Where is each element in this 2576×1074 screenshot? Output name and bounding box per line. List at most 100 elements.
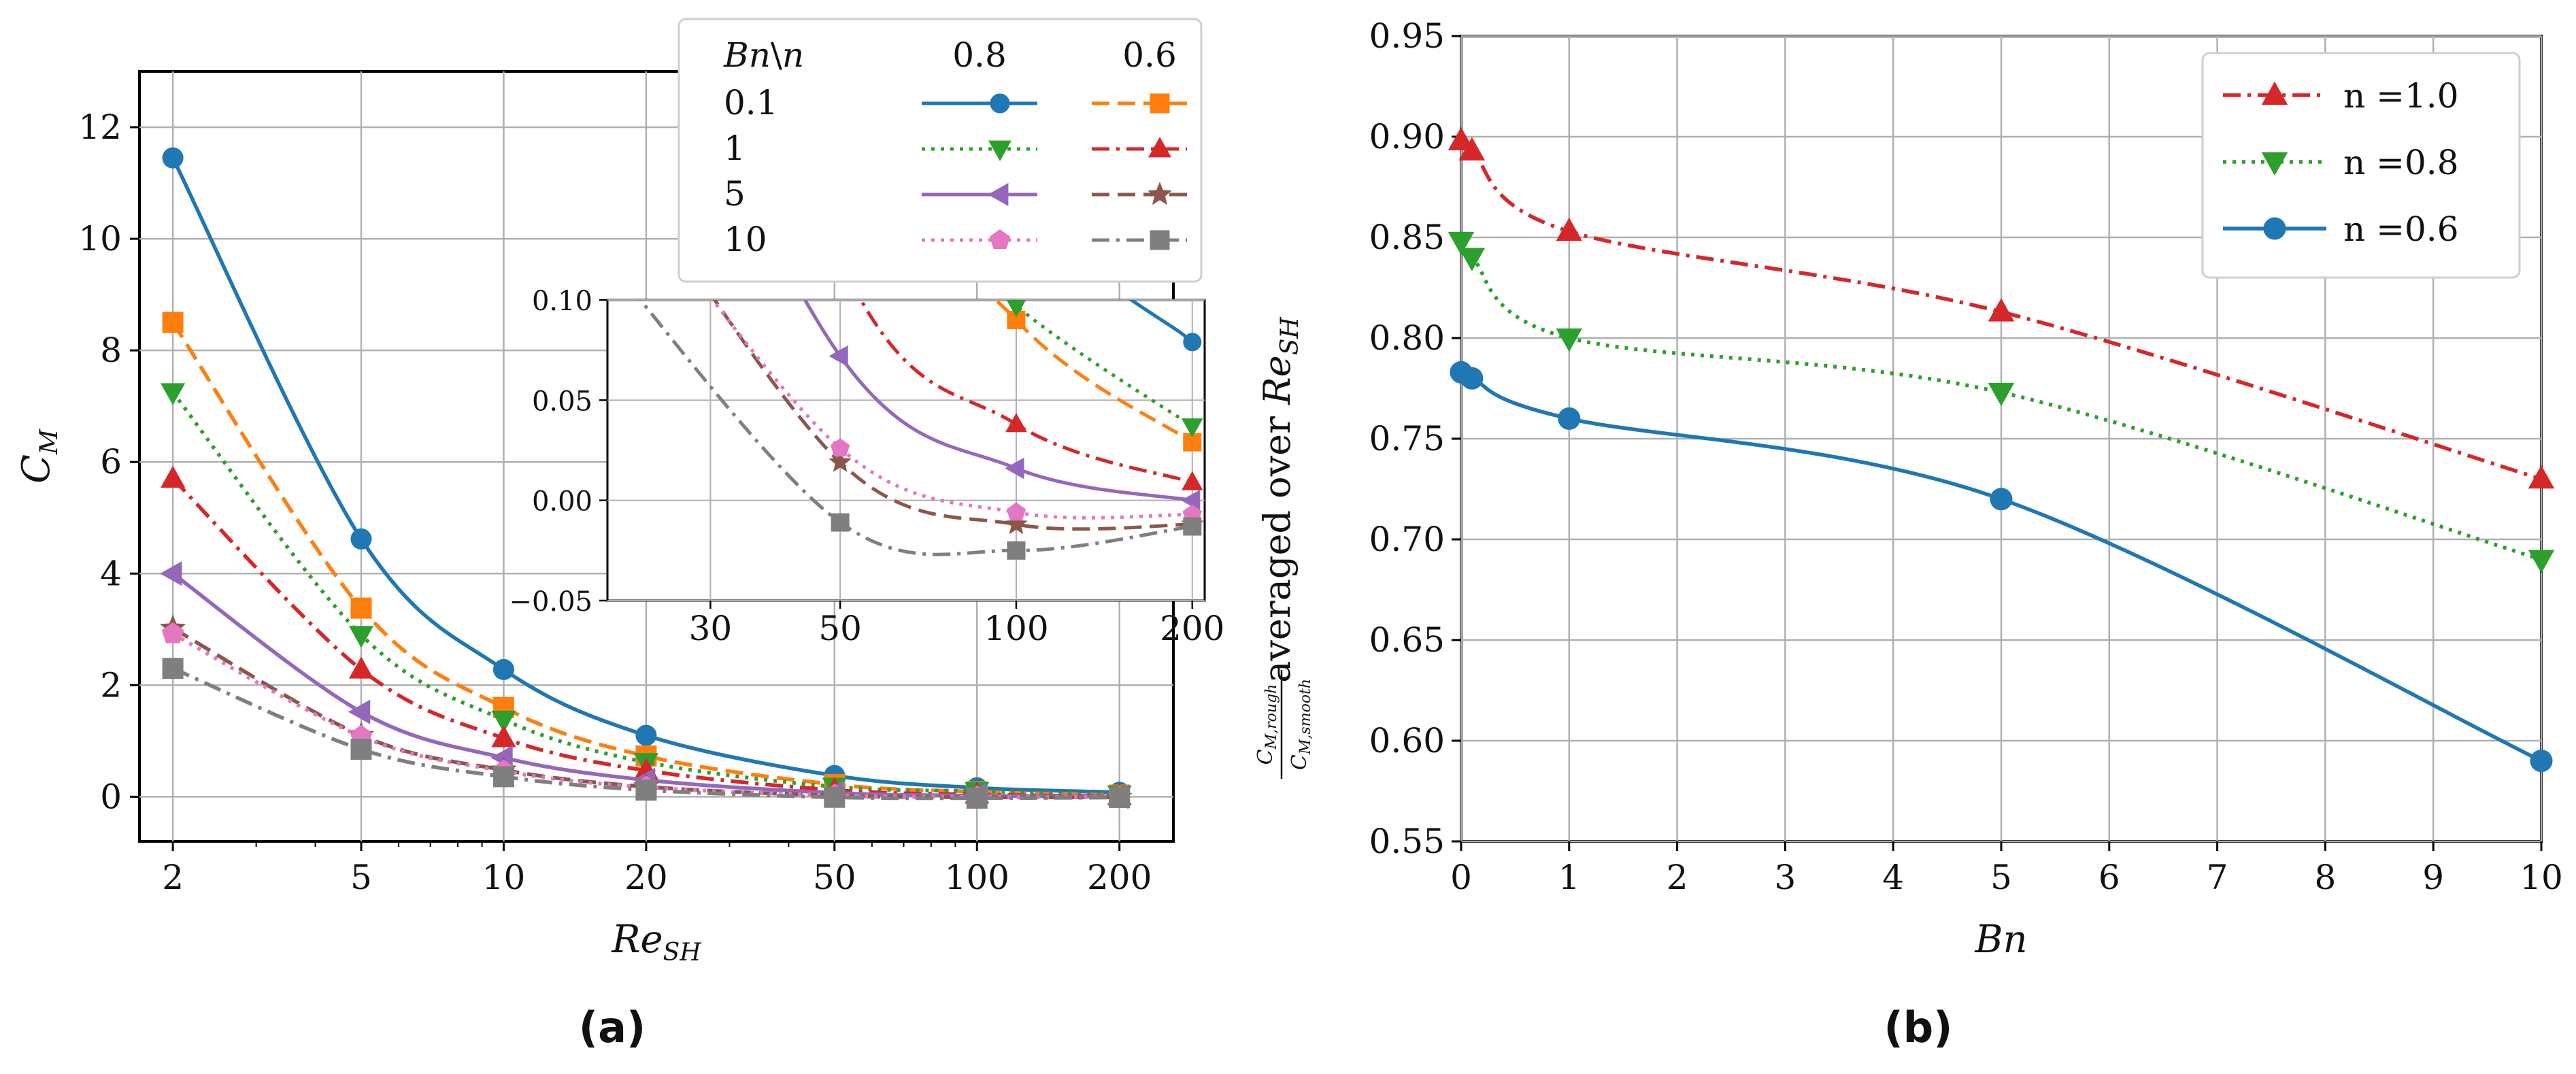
inset-x-ticks: 30 50 100 200 (689, 601, 1225, 648)
data-point (1558, 407, 1581, 430)
inset-y-ticks: −0.05 0.00 0.05 0.10 (509, 286, 607, 618)
data-point (1460, 367, 1484, 390)
inset-data-point (1006, 300, 1026, 318)
x-tick-label: 9 (2422, 858, 2444, 897)
inset-series-1 (992, 300, 1202, 452)
panel-a-x-label: ReSH (611, 918, 701, 967)
panel-a-legend: Bn\n 0.8 0.6 0.1 1 5 10 (678, 18, 1203, 283)
inset-series-line (710, 300, 1192, 520)
inset-series-line (803, 300, 1193, 503)
data-point (2530, 750, 2553, 773)
y-tick-label: 0.70 (1369, 520, 1445, 559)
data-point (491, 725, 516, 748)
legend-label: n =0.8 (2343, 143, 2459, 182)
legend-swatch (922, 93, 1037, 114)
legend-swatch (1092, 137, 1187, 158)
legend-box (678, 18, 1203, 283)
y-tick-label: 0.90 (1369, 117, 1445, 156)
legend-swatch (922, 140, 1037, 161)
x-tick-label: 10 (2520, 858, 2563, 897)
legend-swatch (922, 229, 1037, 249)
series-0 (1448, 127, 2555, 489)
data-point (1988, 298, 2015, 322)
legend-marker (1148, 182, 1172, 205)
svg-text:CM,rough: CM,rough (1254, 684, 1280, 765)
y-tick-label: 0.65 (1369, 620, 1445, 660)
y-tick-label: 10 (78, 219, 122, 258)
legend-row-label: 5 (724, 174, 746, 214)
x-tick-label: 20 (624, 858, 668, 897)
x-tick-label: 4 (1882, 858, 1904, 897)
x-tick-label: 2 (162, 858, 184, 897)
legend-items: n =1.0 n =0.8 n =0.6 (2223, 76, 2459, 249)
x-tick-label: 7 (2207, 858, 2228, 897)
inset-data-point (1005, 413, 1027, 433)
series-1 (1448, 231, 2555, 573)
inset-series-4 (803, 300, 1201, 511)
legend-marker (1150, 230, 1170, 250)
y-tick-label: 0.85 (1369, 218, 1445, 257)
inset-data-point (1183, 517, 1202, 536)
inset-data-point (1181, 418, 1203, 438)
legend-swatch (1092, 182, 1187, 205)
panel-b-x-label: Bn (1974, 918, 2027, 962)
series-line (171, 390, 1120, 796)
data-point (348, 626, 374, 648)
y-tick-label: 0.55 (1369, 822, 1445, 861)
inset-series-line (992, 300, 1194, 444)
x-tick-label: 100 (945, 858, 1009, 897)
data-point (1458, 248, 1486, 271)
panel-b-y-ticks: 0.55 0.60 0.65 0.70 0.75 0.80 0.85 0.90 0.95 (1369, 16, 1461, 861)
data-point (1556, 217, 1583, 241)
x-tick-label: 5 (1990, 858, 2012, 897)
inset-series-2 (1005, 300, 1203, 438)
panel-a-y-label: CM (14, 429, 63, 484)
inset-x-tick-label: 100 (984, 609, 1048, 648)
y-tick-label: 12 (78, 107, 122, 147)
inset-data-point (829, 450, 852, 472)
legend-item: n =0.6 (2223, 209, 2459, 249)
inset-series-0 (1128, 300, 1202, 352)
panel-a-inset: 30 50 100 200 −0.05 0.00 0.05 0.10 (509, 286, 1225, 648)
panel-b-x-ticks: 0 1 2 3 4 5 6 7 8 9 10 (1450, 841, 2563, 897)
legend-item: n =1.0 (2223, 76, 2459, 116)
data-point (824, 786, 846, 808)
data-point (635, 779, 657, 801)
x-tick-label: 3 (1774, 858, 1796, 897)
data-point (1448, 231, 1475, 256)
legend-row-label: 10 (724, 220, 767, 259)
legend-header-col-1: 0.6 (1122, 35, 1177, 75)
panel-a-caption: (a) (579, 1003, 646, 1052)
x-tick-label: 50 (813, 858, 856, 897)
inset-series-line (638, 300, 1193, 556)
inset-data-point (1183, 333, 1202, 352)
data-point (350, 597, 372, 619)
series-2 (1450, 360, 2553, 773)
panel-a-x-ticks: 2 5 10 20 50 100 200 (162, 841, 1152, 897)
legend-marker (2263, 217, 2286, 240)
inset-x-tick-label: 50 (818, 609, 862, 648)
data-point (162, 658, 184, 679)
data-point (491, 710, 516, 733)
data-point (161, 383, 186, 405)
inset-x-tick-label: 30 (689, 609, 733, 648)
x-tick-label: 6 (2098, 858, 2120, 897)
inset-data-point (829, 345, 848, 367)
legend-label: n =0.6 (2343, 209, 2459, 249)
inset-series-7 (638, 300, 1202, 560)
data-point (2528, 550, 2555, 573)
data-point (350, 528, 372, 550)
panel-a-series (160, 147, 1133, 809)
data-point (1109, 786, 1131, 808)
legend-label: n =1.0 (2343, 76, 2459, 116)
x-tick-label: 0 (1450, 858, 1472, 897)
data-point (162, 147, 184, 169)
y-tick-label: 0 (100, 777, 122, 816)
inset-data-point (1005, 457, 1024, 480)
data-point (492, 658, 514, 680)
series-line (171, 156, 1120, 794)
data-point (160, 561, 182, 586)
panel-b-y-label: CM,rough CM,smooth averaged over ReSH (1254, 317, 1314, 779)
inset-data-point (831, 513, 850, 532)
